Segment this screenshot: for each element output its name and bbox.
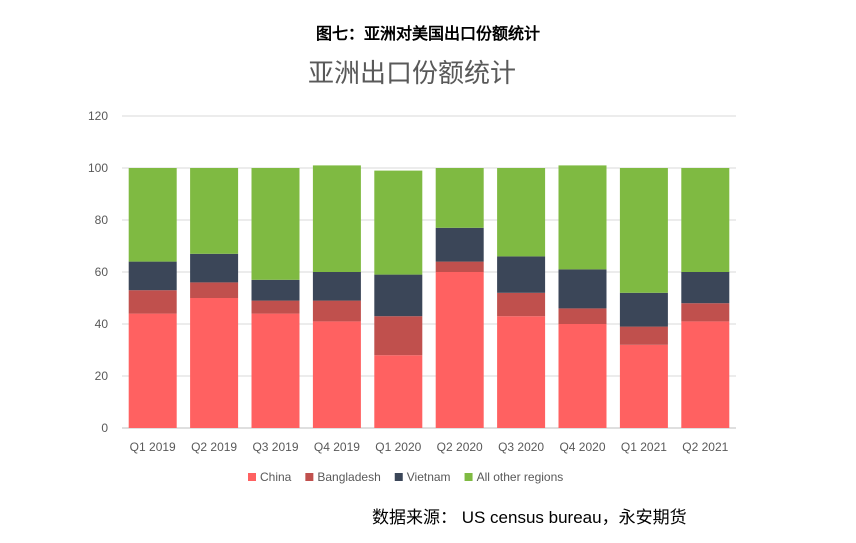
x-tick-label: Q3 2019	[252, 440, 298, 454]
bar-segment-bangladesh	[190, 282, 239, 298]
bar-segment-china	[190, 298, 239, 428]
bar-segment-china	[251, 313, 300, 428]
bar-segment-vietnam	[435, 227, 484, 262]
bar-segment-vietnam	[190, 253, 239, 283]
y-tick-label: 80	[95, 213, 109, 227]
bar-segment-bangladesh	[312, 300, 361, 322]
x-tick-label: Q4 2020	[559, 440, 605, 454]
y-axis-ticks: 0 20 40 60 80 100 120	[88, 109, 108, 435]
bar-segment-all-other-regions	[190, 168, 239, 254]
bar-segment-china	[435, 272, 484, 428]
bar-segment-all-other-regions	[312, 165, 361, 272]
bar-segment-china	[128, 313, 177, 428]
bar-segment-bangladesh	[435, 261, 484, 272]
legend-swatch	[305, 473, 314, 481]
y-tick-label: 60	[95, 265, 109, 279]
bar-segment-all-other-regions	[435, 168, 484, 228]
bar-segment-vietnam	[619, 292, 668, 327]
y-tick-label: 100	[88, 161, 108, 175]
bar-segment-bangladesh	[558, 308, 607, 324]
bar-segment-vietnam	[312, 272, 361, 301]
bar-segment-bangladesh	[251, 300, 300, 314]
x-tick-label: Q4 2019	[314, 440, 360, 454]
bar-segment-vietnam	[251, 279, 300, 301]
bar-segment-bangladesh	[374, 316, 423, 356]
bar-segment-vietnam	[128, 261, 177, 291]
bar-segment-bangladesh	[619, 326, 668, 345]
x-axis-ticks: Q1 2019 Q2 2019 Q3 2019 Q4 2019 Q1 2020 Q2 20…	[130, 440, 729, 454]
x-tick-label: Q3 2020	[498, 440, 544, 454]
bars	[128, 165, 730, 428]
bar-segment-vietnam	[374, 274, 423, 317]
bar-segment-bangladesh	[681, 303, 730, 322]
legend-label: Vietnam	[407, 470, 451, 484]
bar-segment-bangladesh	[497, 292, 546, 317]
bar-segment-all-other-regions	[681, 168, 730, 272]
legend-label: Bangladesh	[317, 470, 380, 484]
chart-title: 亚洲出口份额统计	[308, 58, 516, 88]
source-note: 数据来源： US census bureau，永安期货	[372, 508, 687, 527]
figure-title: 图七：亚洲对美国出口份额统计	[315, 26, 540, 43]
legend-swatch	[248, 473, 256, 481]
bar-segment-china	[497, 316, 546, 428]
bar-segment-china	[558, 324, 607, 428]
x-tick-label: Q1 2021	[621, 440, 667, 454]
legend-swatch	[394, 473, 403, 481]
bar-segment-china	[312, 321, 361, 428]
x-tick-label: Q2 2020	[437, 440, 483, 454]
x-tick-label: Q1 2019	[130, 440, 176, 454]
x-tick-label: Q2 2019	[191, 440, 237, 454]
bar-segment-all-other-regions	[558, 165, 607, 270]
bar-segment-all-other-regions	[128, 168, 177, 262]
legend-label: China	[260, 470, 292, 484]
bar-segment-china	[619, 344, 668, 428]
legend-label: All other regions	[477, 470, 564, 484]
bar-segment-vietnam	[558, 269, 607, 309]
bar-segment-bangladesh	[128, 290, 177, 314]
x-tick-label: Q1 2020	[375, 440, 421, 454]
legend: China Bangladesh Vietnam All other regions	[248, 470, 563, 484]
y-tick-label: 120	[88, 109, 108, 123]
y-tick-label: 0	[101, 421, 108, 435]
bar-segment-all-other-regions	[619, 168, 668, 293]
bar-segment-china	[374, 355, 423, 428]
y-tick-label: 20	[95, 369, 109, 383]
y-tick-label: 40	[95, 317, 109, 331]
legend-swatch	[464, 473, 473, 481]
bar-segment-all-other-regions	[374, 170, 423, 275]
bar-segment-all-other-regions	[497, 168, 546, 257]
bar-segment-vietnam	[497, 256, 546, 293]
bar-segment-all-other-regions	[251, 168, 300, 280]
bar-segment-china	[681, 321, 730, 428]
x-tick-label: Q2 2021	[682, 440, 728, 454]
bar-segment-vietnam	[681, 272, 730, 304]
